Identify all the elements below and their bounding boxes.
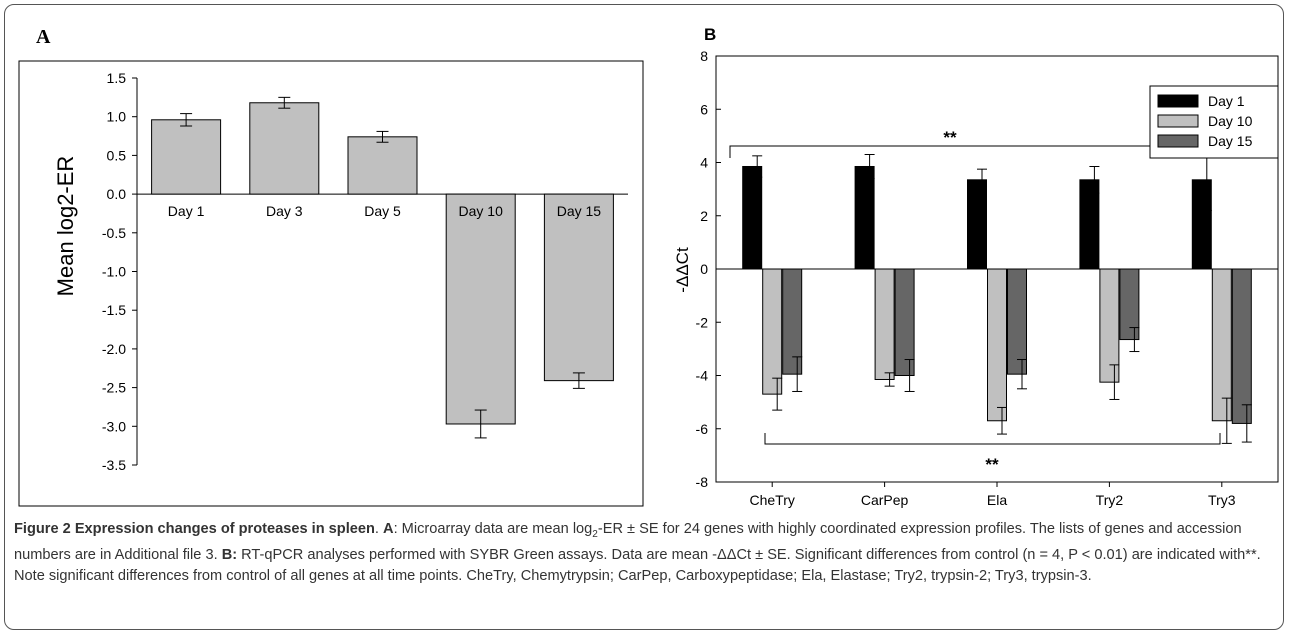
a-bar [249, 102, 320, 195]
significance-bracket-top [729, 145, 1184, 158]
panel-b-significance: ** ** [729, 128, 1221, 474]
b-bar [894, 268, 915, 376]
a-category-label: Day 10 [459, 203, 504, 219]
a-category-label: Day 15 [557, 203, 602, 219]
b-y-tick-label: 4 [700, 155, 708, 171]
b-category-label: Try2 [1096, 492, 1124, 508]
b-y-tick-label: -2 [696, 314, 709, 330]
b-category-label: Try3 [1208, 492, 1236, 508]
b-bar [854, 165, 875, 270]
a-y-tick-label: 0.5 [107, 147, 127, 163]
figure-caption: Figure 2 Expression changes of proteases… [14, 521, 1261, 584]
b-bar [1099, 268, 1120, 383]
legend-swatch [1157, 94, 1199, 108]
caption-a-label: A [383, 521, 394, 537]
legend-swatch [1157, 114, 1199, 128]
panel-b-label: B [704, 25, 716, 44]
a-y-tick-label: -2.0 [102, 341, 126, 357]
a-y-tick-label: 1.0 [107, 109, 127, 125]
b-y-tick-label: 8 [700, 48, 708, 64]
a-category-label: Day 5 [364, 203, 401, 219]
a-bar [543, 193, 614, 382]
b-category-label: CarPep [861, 492, 909, 508]
a-y-tick-label: -1.0 [102, 264, 126, 280]
panel-a-y-axis-label: Mean log2-ER [53, 156, 78, 297]
a-category-label: Day 3 [266, 203, 303, 219]
panel-b-bars [742, 148, 1252, 444]
a-y-tick-label: 1.5 [107, 70, 127, 86]
a-y-tick-label: -0.5 [102, 225, 126, 241]
b-bar [874, 268, 895, 380]
b-bar [1191, 179, 1212, 270]
caption-b-text: RT-qPCR analyses performed with SYBR Gre… [14, 547, 1261, 584]
legend-label: Day 1 [1208, 93, 1245, 109]
significance-mark-bottom: ** [985, 455, 999, 474]
figure-frame [4, 4, 1284, 630]
b-category-label: Ela [987, 492, 1007, 508]
panel-a-label: A [36, 26, 51, 48]
b-y-tick-label: -4 [696, 368, 709, 384]
figure-charts: A Mean log2-ER 1.5 1.0 0.5 0.0 -0.5 -1.0 -1.5 -… [18, 25, 1279, 508]
panel-b-legend: Day 1 Day 10 Day 15 [1149, 85, 1279, 159]
legend-label: Day 10 [1208, 113, 1253, 129]
b-category-label: CheTry [750, 492, 795, 508]
legend-label: Day 15 [1208, 133, 1253, 149]
caption-title: Figure 2 Expression changes of proteases… [14, 521, 375, 537]
caption-b-label: B: [221, 547, 238, 564]
a-y-tick-label: -3.0 [102, 418, 126, 434]
a-y-tick-label: 0.0 [107, 186, 127, 202]
significance-mark-top: ** [943, 128, 957, 147]
b-y-tick-label: -6 [696, 421, 709, 437]
b-bar [1211, 268, 1232, 422]
a-y-tick-label: -2.5 [102, 380, 126, 396]
caption-a-sub: 2 [592, 528, 598, 540]
legend-swatch [1157, 134, 1199, 148]
b-bar [1231, 268, 1252, 424]
a-bar [347, 136, 418, 195]
b-bar [967, 179, 987, 270]
a-bar [445, 193, 516, 425]
b-y-tick-label: -8 [696, 474, 709, 490]
a-y-tick-label: -3.5 [102, 457, 126, 473]
significance-bracket-bottom [764, 433, 1221, 445]
a-y-tick-label: -1.5 [102, 302, 126, 318]
a-category-label: Day 1 [168, 203, 205, 219]
panel-b: B -ΔΔCt 8 6 4 2 0 -2 -4 -6 -8 CheTry CarPep Ela Try2… [673, 25, 1279, 508]
panel-a: A Mean log2-ER 1.5 1.0 0.5 0.0 -0.5 -1.0 -1.5 -… [18, 26, 644, 507]
caption-a-text-post: -ER ± SE for 24 genes with highly coordi… [14, 521, 1242, 564]
b-bar [782, 268, 803, 375]
panel-a-plot-frame [18, 60, 644, 507]
panel-a-bars: Day 1 Day 3 Day 5 Day 10 Day 15 [151, 96, 614, 439]
a-bar [151, 119, 222, 195]
b-bar [762, 268, 783, 395]
b-bar [987, 268, 1007, 422]
panel-b-y-axis-label: -ΔΔCt [673, 247, 692, 293]
b-bar [1079, 179, 1100, 270]
caption-a-text-pre: : Microarray data are mean log [393, 521, 593, 537]
b-bar [742, 165, 763, 270]
b-bar [1119, 268, 1140, 341]
b-y-tick-label: 2 [700, 208, 708, 224]
b-y-tick-label: 6 [700, 101, 708, 117]
b-bar [1007, 268, 1027, 375]
b-y-tick-label: 0 [700, 261, 708, 277]
